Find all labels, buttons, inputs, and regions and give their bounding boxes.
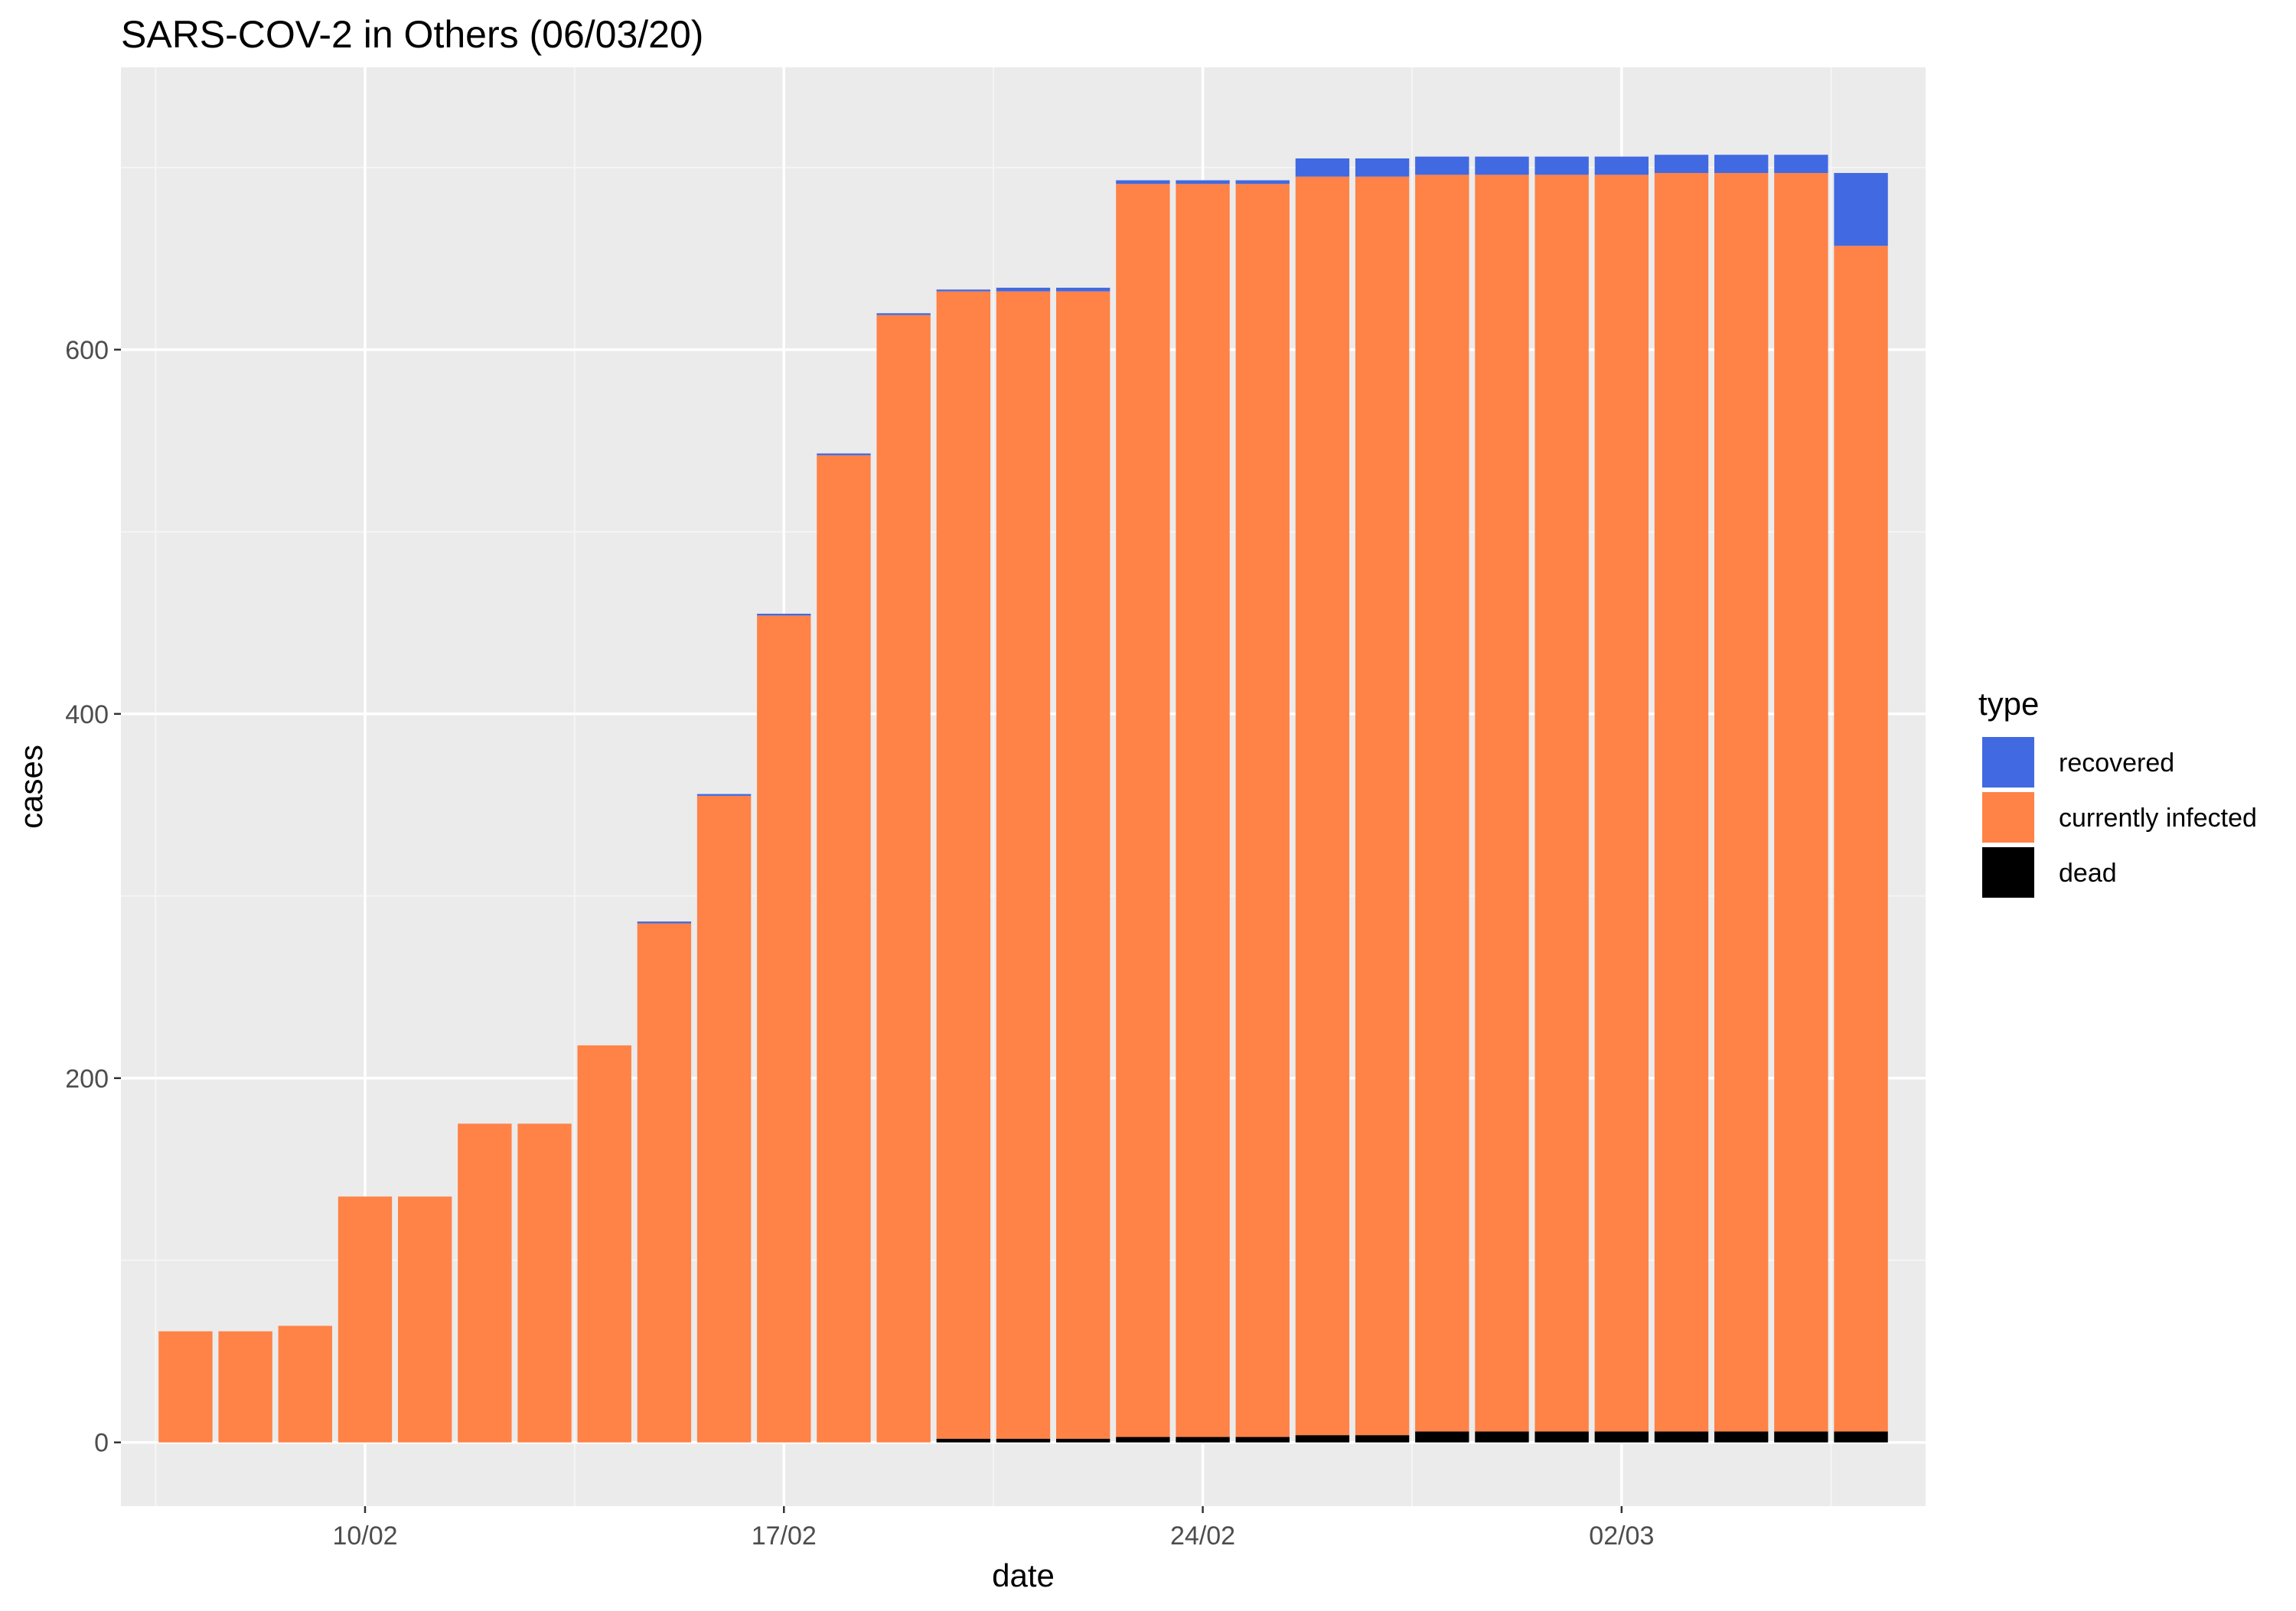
bar-segment-dead: [1475, 1431, 1529, 1443]
bar-segment-dead: [1834, 1431, 1888, 1443]
bar-segment-currently-infected: [158, 1331, 213, 1443]
bar-segment-currently-infected: [1295, 176, 1350, 1436]
bar-segment-recovered: [1594, 156, 1649, 175]
bar-segment-recovered: [757, 613, 811, 616]
bar-segment-dead: [1235, 1437, 1290, 1443]
y-tick-label: 600: [65, 336, 109, 365]
legend-key-currently-infected: [1982, 792, 2034, 843]
y-tick-label: 0: [94, 1429, 109, 1458]
bar-segment-currently-infected: [1176, 184, 1230, 1437]
legend-title: type: [1978, 686, 2039, 722]
bar-segment-currently-infected: [218, 1331, 272, 1443]
bar-segment-currently-infected: [517, 1123, 572, 1443]
bar-segment-dead: [1116, 1437, 1170, 1443]
bar-segment-dead: [1654, 1431, 1709, 1443]
bar-segment-currently-infected: [696, 795, 752, 1443]
bar-segment-currently-infected: [1415, 174, 1469, 1432]
bar-segment-recovered: [1056, 287, 1110, 292]
bar-segment-currently-infected: [1235, 184, 1290, 1437]
legend: type recovered currently infected dead: [1978, 686, 2257, 898]
bar-segment-dead: [1056, 1438, 1110, 1443]
bar-segment-dead: [1355, 1435, 1410, 1443]
bar-segment-recovered: [637, 921, 692, 924]
bar-segment-currently-infected: [1116, 184, 1170, 1437]
x-tick-label: 17/02: [752, 1521, 817, 1551]
bar-segment-recovered: [876, 313, 931, 315]
bar-segment-currently-infected: [757, 615, 811, 1443]
bar-segment-currently-infected: [817, 455, 871, 1443]
bar-segment-currently-infected: [1714, 173, 1769, 1432]
bar-segment-dead: [1594, 1431, 1649, 1443]
bar-segment-currently-infected: [338, 1196, 393, 1443]
bar-segment-recovered: [1295, 158, 1350, 177]
bar-segment-recovered: [817, 453, 871, 455]
legend-label: recovered: [2059, 748, 2174, 778]
bar-segment-currently-infected: [996, 291, 1051, 1439]
bar-segment-currently-infected: [936, 291, 990, 1439]
bar-segment-currently-infected: [1774, 173, 1828, 1432]
bar-segment-dead: [1295, 1435, 1350, 1443]
bar-segment-dead: [1774, 1431, 1828, 1443]
bar-segment-currently-infected: [458, 1123, 512, 1443]
x-tick-label: 24/02: [1170, 1521, 1235, 1551]
bar-segment-currently-infected: [1056, 291, 1110, 1439]
x-tick-label: 02/03: [1589, 1521, 1654, 1551]
bar-segment-recovered: [1235, 180, 1290, 184]
bar-segment-recovered: [936, 289, 990, 292]
bar-segment-currently-infected: [637, 923, 692, 1443]
bar-segment-currently-infected: [876, 315, 931, 1443]
bar-segment-dead: [936, 1438, 990, 1443]
axes: 0 200 400 600 10/02 17/02 24/02 02/03: [65, 336, 1654, 1551]
bar-segment-recovered: [1774, 155, 1828, 174]
bar-segment-recovered: [1654, 155, 1709, 174]
bar-segment-dead: [1415, 1431, 1469, 1443]
chart-title: SARS-COV-2 in Others (06/03/20): [121, 13, 703, 56]
y-tick-label: 200: [65, 1065, 109, 1094]
bar-segment-recovered: [1176, 180, 1230, 184]
bar-segment-currently-infected: [1534, 174, 1589, 1432]
bar-segment-currently-infected: [1834, 246, 1888, 1432]
legend-key-dead: [1982, 847, 2034, 898]
x-axis-title: date: [992, 1557, 1055, 1593]
bar-segment-dead: [1534, 1431, 1589, 1443]
bar-segment-recovered: [1116, 180, 1170, 184]
bar-segment-dead: [1176, 1437, 1230, 1443]
bar-segment-recovered: [1714, 155, 1769, 174]
bar-segment-currently-infected: [397, 1196, 452, 1443]
bars: [158, 155, 1888, 1443]
bar-segment-currently-infected: [278, 1326, 332, 1443]
legend-label: currently infected: [2059, 804, 2257, 833]
bar-segment-recovered: [1834, 173, 1888, 246]
bar-segment-recovered: [1415, 156, 1469, 175]
bar-segment-currently-infected: [1475, 174, 1529, 1432]
bar-segment-currently-infected: [1594, 174, 1649, 1432]
legend-key-recovered: [1982, 737, 2034, 788]
bar-segment-recovered: [996, 287, 1051, 292]
bar-segment-currently-infected: [577, 1045, 631, 1443]
legend-label: dead: [2059, 859, 2117, 888]
y-axis-title: cases: [13, 745, 49, 829]
bar-segment-currently-infected: [1355, 176, 1410, 1436]
y-tick-label: 400: [65, 700, 109, 729]
bar-segment-currently-infected: [1654, 173, 1709, 1432]
bar-segment-recovered: [1355, 158, 1410, 177]
bar-segment-recovered: [1534, 156, 1589, 175]
bar-segment-recovered: [1475, 156, 1529, 175]
bar-segment-dead: [1714, 1431, 1769, 1443]
x-tick-label: 10/02: [332, 1521, 397, 1551]
bar-segment-dead: [996, 1438, 1051, 1443]
bar-segment-recovered: [696, 794, 752, 796]
